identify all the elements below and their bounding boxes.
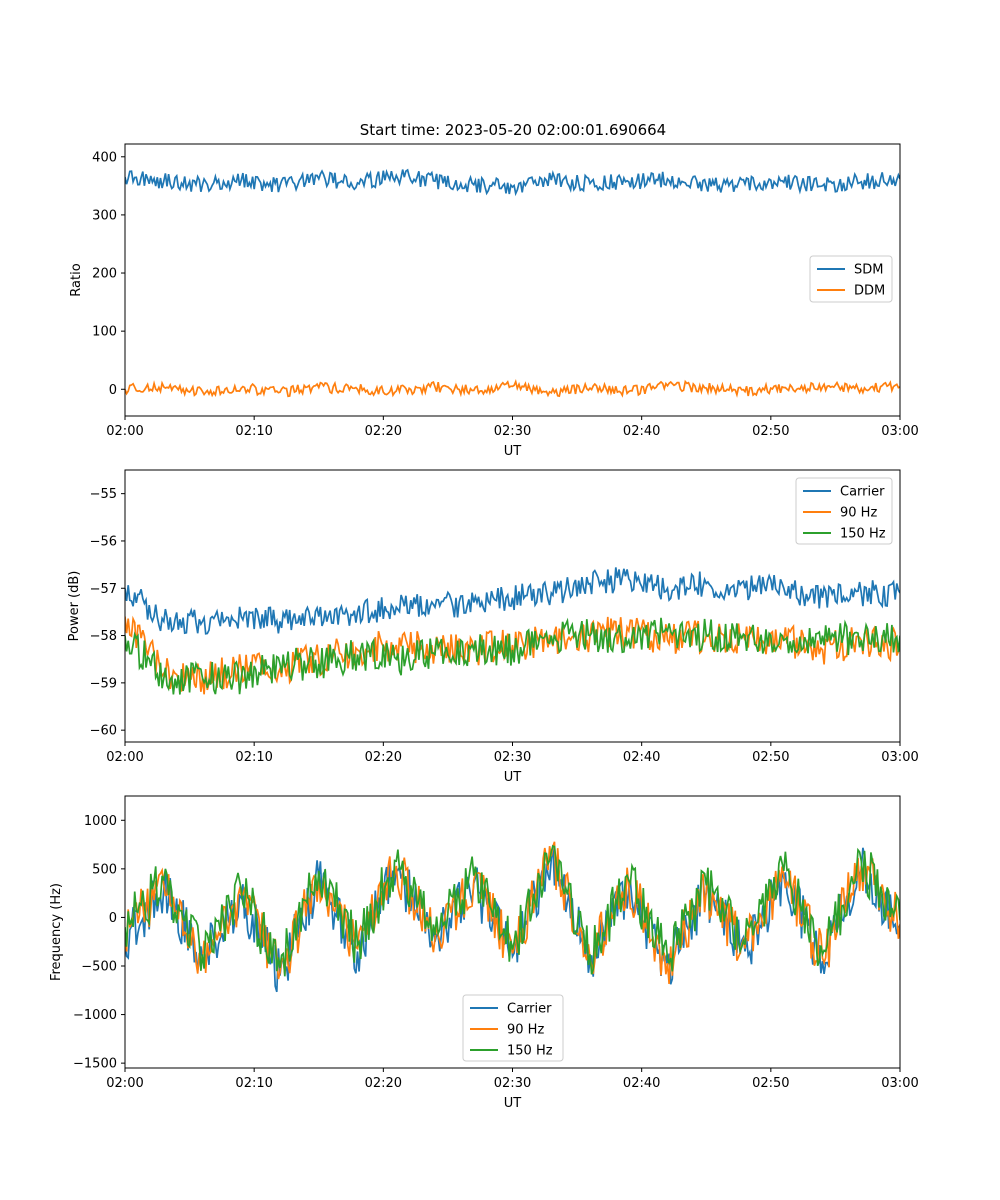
legend-label: SDM [854, 263, 883, 278]
legend: Carrier 90 Hz 150 Hz [795, 477, 893, 545]
y-tick-label: −56 [90, 534, 117, 549]
series-line-150-hz [125, 845, 900, 977]
legend-label: DDM [854, 284, 885, 299]
x-tick-label: 02:30 [494, 424, 531, 439]
y-tick-label: −1500 [73, 1057, 117, 1072]
series-line-150-hz [125, 617, 900, 695]
legend-label: 90 Hz [840, 506, 877, 521]
y-axis-label: Ratio [69, 263, 84, 296]
legend-box [795, 477, 893, 545]
x-tick-label: 02:40 [623, 750, 660, 765]
x-tick-label: 02:50 [752, 1076, 789, 1091]
y-tick-label: −500 [81, 960, 117, 975]
y-axis-label: Power (dB) [67, 571, 82, 642]
y-tick-label: 400 [92, 150, 117, 165]
y-tick-label: −55 [90, 487, 117, 502]
y-tick-label: 300 [92, 208, 117, 223]
x-tick-label: 03:00 [881, 750, 918, 765]
x-tick-label: 02:20 [365, 1076, 402, 1091]
x-axis-label: UT [504, 1096, 522, 1111]
y-tick-label: 0 [109, 383, 117, 398]
legend: Carrier 90 Hz 150 Hz [462, 994, 564, 1062]
axes-frame [124, 469, 901, 743]
series-line-90-hz [125, 615, 900, 695]
series-line-carrier [125, 567, 900, 635]
y-axis-label: Frequency (Hz) [49, 883, 64, 981]
y-tick-label: 0 [109, 911, 117, 926]
x-tick-label: 02:40 [623, 424, 660, 439]
frequency-panel: 02:00 02:10 02:20 02:30 02:40 02:50 03:00 −1500… [49, 795, 919, 1111]
x-axis-label: UT [504, 770, 522, 785]
legend-label: Carrier [840, 485, 885, 500]
legend-label: 150 Hz [840, 527, 886, 542]
legend-label: Carrier [507, 1002, 552, 1017]
x-tick-label: 02:20 [365, 750, 402, 765]
y-tick-label: −58 [90, 629, 117, 644]
y-tick-label: 1000 [84, 814, 117, 829]
y-tick-label: −1000 [73, 1008, 117, 1023]
figure-title: Start time: 2023-05-20 02:00:01.690664 [360, 121, 666, 139]
legend: SDM DDM [809, 255, 893, 303]
x-tick-label: 02:00 [106, 750, 143, 765]
y-tick-label: 200 [92, 267, 117, 282]
legend-label: 150 Hz [507, 1044, 553, 1059]
x-tick-label: 02:10 [235, 750, 272, 765]
x-tick-label: 02:10 [235, 424, 272, 439]
x-tick-label: 02:50 [752, 424, 789, 439]
x-tick-label: 02:40 [623, 1076, 660, 1091]
legend-label: 90 Hz [507, 1023, 544, 1038]
y-tick-label: −60 [90, 724, 117, 739]
x-tick-label: 02:10 [235, 1076, 272, 1091]
x-tick-label: 02:20 [365, 424, 402, 439]
x-axis-label: UT [504, 444, 522, 459]
series-line-sdm [125, 168, 900, 197]
axes-frame [124, 143, 901, 417]
power-panel: 02:00 02:10 02:20 02:30 02:40 02:50 03:00 −60 −5… [67, 469, 919, 785]
x-tick-label: 02:50 [752, 750, 789, 765]
x-tick-label: 02:00 [106, 1076, 143, 1091]
x-tick-label: 02:00 [106, 424, 143, 439]
legend-box [462, 994, 564, 1062]
y-tick-label: 100 [92, 325, 117, 340]
x-tick-label: 03:00 [881, 424, 918, 439]
x-tick-label: 02:30 [494, 750, 531, 765]
x-tick-label: 03:00 [881, 1076, 918, 1091]
ratio-panel: 02:00 02:10 02:20 02:30 02:40 02:50 03:00 0 100 2… [69, 143, 919, 459]
series-line-ddm [125, 379, 900, 398]
x-tick-label: 02:30 [494, 1076, 531, 1091]
y-tick-label: 500 [92, 862, 117, 877]
series-line-carrier [125, 844, 900, 993]
y-tick-label: −57 [90, 582, 117, 597]
y-tick-label: −59 [90, 676, 117, 691]
